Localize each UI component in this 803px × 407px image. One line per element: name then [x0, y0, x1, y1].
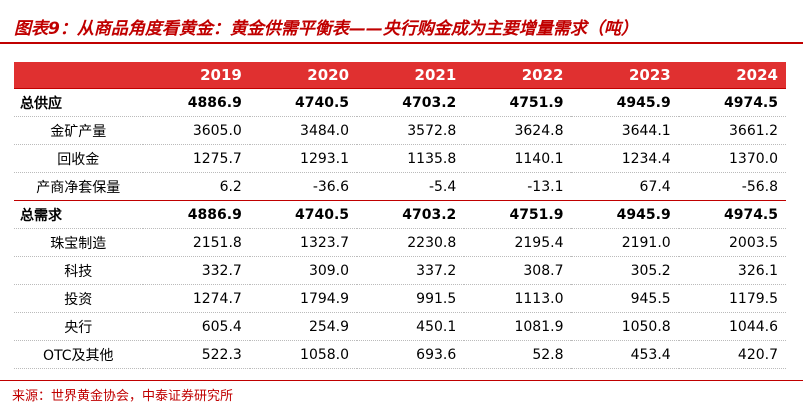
cell: 4751.9 — [464, 200, 572, 229]
cell: 6.2 — [142, 172, 250, 201]
row-label: 金矿产量 — [14, 116, 143, 145]
cell: 4886.9 — [142, 200, 250, 229]
cell: 3572.8 — [357, 116, 465, 145]
cell: 4974.5 — [678, 88, 786, 117]
table-row: 金矿产量 3605.0 3484.0 3572.8 3624.8 3644.1 3661.2 — [14, 116, 786, 145]
cell: -13.1 — [464, 172, 572, 201]
cell: 3661.2 — [678, 116, 786, 145]
cell: 1050.8 — [571, 312, 679, 341]
cell: -36.6 — [249, 172, 358, 201]
table-row: 总需求 4886.9 4740.5 4703.2 4751.9 4945.9 4974.5 — [14, 200, 786, 229]
row-label: 珠宝制造 — [14, 228, 143, 257]
cell: 1794.9 — [249, 284, 358, 313]
table-row: 科技 332.7 309.0 337.2 308.7 305.2 326.1 — [14, 256, 786, 285]
column-header — [14, 62, 143, 89]
cell: 1081.9 — [464, 312, 572, 341]
cell: 4740.5 — [249, 200, 358, 229]
column-header: 2021 — [357, 62, 465, 89]
balance-table: 2019 2020 2021 2022 2023 2024 总供应 4886.9 4740.5 4… — [14, 62, 786, 369]
cell: 305.2 — [571, 256, 679, 285]
table-row: 产商净套保量 6.2 -36.6 -5.4 -13.1 67.4 -56.8 — [14, 172, 786, 201]
source: 来源：世界黄金协会，中泰证券研究所 — [12, 389, 234, 404]
cell: 420.7 — [678, 340, 786, 369]
cell: 309.0 — [249, 256, 358, 285]
column-header: 2019 — [142, 62, 250, 89]
cell: 1370.0 — [678, 144, 786, 173]
table-row: OTC及其他 522.3 1058.0 693.6 52.8 453.4 420.7 — [14, 340, 786, 369]
cell: 4751.9 — [464, 88, 572, 117]
cell: 4974.5 — [678, 200, 786, 229]
cell: 1058.0 — [249, 340, 358, 369]
cell: 2191.0 — [571, 228, 679, 257]
table-row: 央行 605.4 254.9 450.1 1081.9 1050.8 1044.6 — [14, 312, 786, 341]
row-label: 回收金 — [14, 144, 143, 173]
cell: -5.4 — [357, 172, 465, 201]
cell: 3484.0 — [249, 116, 358, 145]
cell: 3644.1 — [571, 116, 679, 145]
header-row: 2019 2020 2021 2022 2023 2024 — [14, 62, 786, 89]
table-row: 回收金 1275.7 1293.1 1135.8 1140.1 1234.4 1370.0 — [14, 144, 786, 173]
cell: 4945.9 — [571, 88, 679, 117]
column-header: 2022 — [464, 62, 572, 89]
column-header: 2024 — [678, 62, 786, 89]
cell: 3605.0 — [142, 116, 250, 145]
title-rule — [0, 42, 803, 44]
cell: 693.6 — [357, 340, 465, 369]
cell: 254.9 — [249, 312, 358, 341]
cell: 2230.8 — [357, 228, 465, 257]
column-header: 2023 — [571, 62, 679, 89]
cell: 308.7 — [464, 256, 572, 285]
row-label: 投资 — [14, 284, 143, 313]
cell: 1179.5 — [678, 284, 786, 313]
cell: -56.8 — [678, 172, 786, 201]
cell: 2151.8 — [142, 228, 250, 257]
row-label: OTC及其他 — [14, 340, 143, 369]
cell: 1234.4 — [571, 144, 679, 173]
table-row: 总供应 4886.9 4740.5 4703.2 4751.9 4945.9 4974.5 — [14, 88, 786, 117]
cell: 1140.1 — [464, 144, 572, 173]
cell: 450.1 — [357, 312, 465, 341]
cell: 945.5 — [571, 284, 679, 313]
row-label: 产商净套保量 — [14, 172, 143, 201]
row-label: 总需求 — [14, 200, 143, 229]
cell: 52.8 — [464, 340, 572, 369]
cell: 4886.9 — [142, 88, 250, 117]
cell: 4703.2 — [357, 200, 465, 229]
cell: 337.2 — [357, 256, 465, 285]
cell: 1323.7 — [249, 228, 358, 257]
cell: 3624.8 — [464, 116, 572, 145]
table-row: 珠宝制造 2151.8 1323.7 2230.8 2195.4 2191.0 2003.5 — [14, 228, 786, 257]
row-label: 总供应 — [14, 88, 143, 117]
cell: 1274.7 — [142, 284, 250, 313]
row-label: 科技 — [14, 256, 143, 285]
cell: 1135.8 — [357, 144, 465, 173]
cell: 605.4 — [142, 312, 250, 341]
cell: 522.3 — [142, 340, 250, 369]
cell: 2195.4 — [464, 228, 572, 257]
row-label: 央行 — [14, 312, 143, 341]
column-header: 2020 — [249, 62, 358, 89]
source-rule — [0, 380, 803, 381]
cell: 991.5 — [357, 284, 465, 313]
cell: 4945.9 — [571, 200, 679, 229]
cell: 4703.2 — [357, 88, 465, 117]
title: 图表9：从商品角度看黄金：黄金供需平衡表——央行购金成为主要增量需求（吨） — [14, 19, 638, 39]
cell: 453.4 — [571, 340, 679, 369]
cell: 1113.0 — [464, 284, 572, 313]
cell: 1044.6 — [678, 312, 786, 341]
cell: 332.7 — [142, 256, 250, 285]
cell: 1293.1 — [249, 144, 358, 173]
cell: 67.4 — [571, 172, 679, 201]
cell: 1275.7 — [142, 144, 250, 173]
cell: 4740.5 — [249, 88, 358, 117]
table-row: 投资 1274.7 1794.9 991.5 1113.0 945.5 1179.5 — [14, 284, 786, 313]
cell: 2003.5 — [678, 228, 786, 257]
cell: 326.1 — [678, 256, 786, 285]
